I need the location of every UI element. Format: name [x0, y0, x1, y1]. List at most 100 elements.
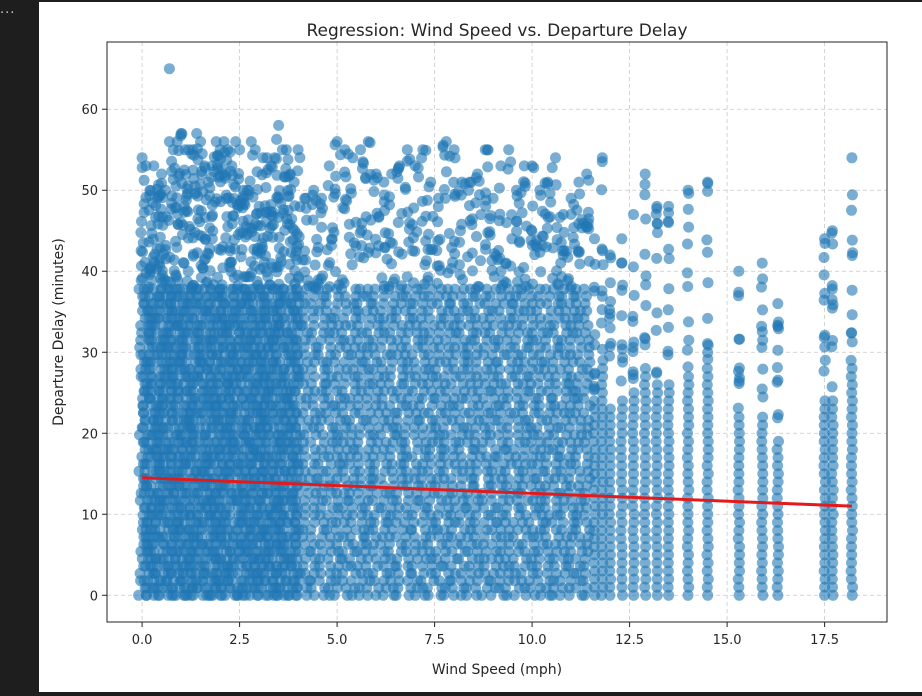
scatter-point — [734, 333, 745, 345]
scatter-point — [756, 320, 768, 332]
scatter-point — [663, 217, 675, 229]
scatter-point — [239, 199, 251, 211]
scatter-point — [155, 203, 167, 215]
scatter-point — [207, 209, 218, 221]
scatter-point — [640, 213, 652, 225]
scatter-point — [773, 435, 784, 447]
scatter-point — [487, 192, 499, 204]
scatter-point — [846, 309, 858, 321]
scatter-point — [331, 136, 343, 148]
scatter-point — [682, 184, 694, 196]
scatter-point — [604, 277, 616, 289]
scatter-point — [578, 283, 590, 295]
scatter-point — [733, 378, 745, 389]
scatter-point — [148, 160, 160, 172]
scatter-point — [503, 144, 515, 156]
scatter-point — [563, 273, 574, 285]
scatter-point — [650, 324, 662, 336]
scatter-point — [771, 362, 783, 373]
scatter-point — [682, 344, 693, 356]
scatter-point — [273, 119, 285, 131]
scatter-point — [136, 216, 147, 227]
scatter-point — [235, 251, 247, 263]
scatter-point — [291, 228, 303, 240]
scatter-point — [541, 222, 553, 234]
scatter-point — [846, 189, 858, 201]
scatter-point — [182, 265, 194, 277]
scatter-point — [573, 247, 585, 258]
scatter-point — [616, 339, 628, 351]
scatter-point — [479, 144, 491, 156]
scatter-point — [355, 144, 366, 156]
scatter-point — [819, 354, 831, 366]
scatter-point — [846, 204, 857, 216]
x-tick-label: 10.0 — [518, 633, 547, 648]
scatter-point — [226, 160, 238, 172]
scatter-point — [454, 236, 465, 248]
scatter-point — [627, 369, 639, 381]
scatter-point — [531, 234, 543, 246]
scatter-point — [421, 194, 433, 206]
scatter-point — [392, 217, 404, 228]
scatter-point — [772, 344, 784, 356]
scatter-point — [628, 209, 639, 220]
scatter-point — [416, 215, 428, 227]
scatter-point — [135, 227, 147, 238]
scatter-point — [138, 174, 150, 186]
scatter-point — [683, 334, 695, 346]
scatter-point — [187, 164, 199, 176]
scatter-point — [156, 168, 168, 180]
scatter-point — [757, 273, 769, 285]
scatter-point — [681, 267, 693, 279]
scatter-point — [526, 160, 538, 172]
y-axis-label: Departure Delay (minutes) — [51, 238, 67, 426]
scatter-point — [316, 192, 327, 204]
y-tick-label: 30 — [81, 346, 98, 361]
scatter-point — [273, 242, 285, 254]
x-tick-label: 17.5 — [810, 633, 839, 648]
x-tick-label: 5.0 — [327, 633, 348, 648]
scatter-point — [574, 258, 586, 270]
scatter-point — [177, 257, 189, 269]
scatter-points — [133, 63, 859, 601]
scatter-point — [616, 395, 628, 407]
scatter-point — [525, 224, 537, 236]
scatter-point — [472, 168, 483, 180]
scatter-point — [370, 233, 381, 245]
scatter-point — [384, 236, 396, 248]
scatter-point — [484, 226, 496, 238]
scatter-point — [420, 255, 432, 267]
scatter-point — [616, 257, 628, 269]
scatter-point — [343, 218, 355, 230]
scatter-point — [171, 192, 183, 204]
scatter-point — [702, 176, 714, 188]
scatter-point — [482, 161, 494, 173]
scatter-point — [732, 402, 744, 414]
scatter-point — [550, 179, 562, 191]
scatter-point — [216, 279, 228, 291]
scatter-point — [225, 256, 237, 268]
chart-title: Regression: Wind Speed vs. Departure Del… — [306, 21, 687, 41]
scatter-point — [316, 221, 328, 233]
scatter-point — [604, 341, 616, 353]
scatter-point — [574, 188, 586, 200]
scatter-point — [408, 202, 420, 214]
scatter-point — [846, 152, 858, 164]
scatter-point — [328, 226, 340, 238]
scatter-point — [756, 257, 768, 269]
scatter-point — [175, 217, 187, 229]
scatter-point — [431, 245, 443, 257]
scatter-point — [651, 200, 663, 212]
scatter-point — [422, 271, 434, 283]
scatter-point — [827, 395, 839, 407]
scatter-point — [396, 248, 408, 260]
scatter-point — [826, 341, 838, 353]
scatter-point — [702, 353, 714, 365]
scatter-point — [340, 171, 352, 183]
scatter-point — [581, 168, 593, 180]
scatter-point — [847, 247, 859, 259]
scatter-point — [163, 63, 175, 75]
scatter-point — [604, 304, 615, 316]
x-tick-label: 7.5 — [424, 633, 445, 648]
scatter-point — [757, 411, 769, 423]
